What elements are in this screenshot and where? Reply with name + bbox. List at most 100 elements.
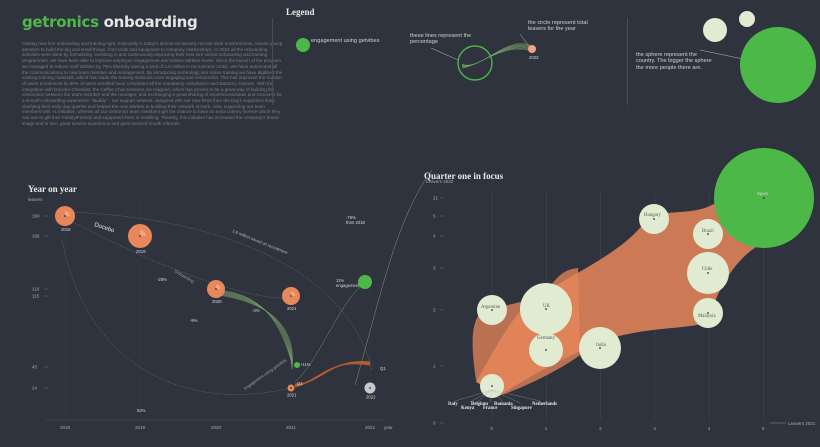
yoy-ytick: 45 [32, 365, 38, 370]
qof-xtick: 1 [545, 426, 548, 431]
qof-country-center [545, 349, 547, 351]
intro-text: Getting new hire onboarding and training… [22, 41, 283, 126]
yoy-annotation: engagement using getvibes [243, 357, 288, 390]
qof-country-label: Germany [537, 336, 555, 341]
qof-country-label: Belgium [471, 402, 488, 407]
qof-country-center [545, 308, 547, 310]
legend-sphere-small [739, 11, 755, 27]
legend-percentage-line [461, 47, 531, 68]
yoy-engagement-arc [61, 239, 291, 395]
qof-xtick: 4 [708, 426, 711, 431]
yoy-xtick: 2021 [286, 425, 297, 430]
yoy-point-center [290, 387, 292, 389]
yoy-xtick: 2019 [135, 425, 146, 430]
yoy-ytick: 119 [32, 287, 40, 292]
qof-label-leaders [454, 389, 541, 404]
qof-country-label: Brazil [702, 229, 714, 234]
qof-country-label: Kenya [461, 406, 475, 411]
qof-country-center [763, 197, 765, 199]
yoy-annotation-line: Onboarding [174, 269, 196, 285]
qof-country-center [707, 312, 709, 314]
yoy-ytick: 115 [32, 294, 40, 299]
qof-country-center [707, 233, 709, 235]
qof-ytick: 2 [433, 308, 436, 313]
qof-country-label: UK [543, 304, 550, 309]
qof-country-label: India [596, 343, 607, 348]
qof-ytick: 5 [433, 214, 436, 219]
yoy-point-label: 2021 [287, 306, 297, 311]
legend-percentage-line [461, 46, 531, 67]
qof-country-center [599, 347, 601, 349]
yoy-point-label: 2018 [61, 227, 71, 232]
year-on-year-title: Year on year [28, 184, 77, 194]
app-title: getronics onboarding [22, 13, 198, 31]
qof-country-center [491, 309, 493, 311]
qof-country-label: Spain [757, 191, 769, 196]
qof-ytick: 4 [433, 234, 436, 239]
legend-engagement-label: engagement using getvibes [311, 38, 380, 44]
legend-percentage-ring [457, 45, 493, 81]
yoy-annotation-line: +11% [300, 362, 311, 367]
brand-prefix: getronics [22, 13, 99, 31]
qof-xtick: 5 [762, 426, 765, 431]
qof-country-label: Singapore [511, 406, 532, 411]
yoy-trend-line [61, 215, 290, 299]
legend-panel [272, 18, 628, 105]
yoy-quarter-label: Q1 [297, 381, 303, 386]
legend-engagement-dot [296, 38, 310, 52]
qof-country-label: Chile [702, 267, 712, 272]
yoy-annotation: Docebo [93, 222, 115, 234]
yoy-percentage-line [214, 289, 293, 365]
yoy-annotation-line: engagement using getvibes [243, 357, 288, 390]
yoy-annotation: 11% engagement [336, 278, 360, 288]
yoy-engagement-dot [294, 362, 300, 368]
yoy-quarter-label: Q1 [380, 366, 386, 371]
yoy-ytick: 24 [32, 386, 38, 391]
yoy-percentage-line [214, 293, 293, 369]
yoy-engagement-dot [358, 275, 372, 289]
legend-percentage-line [461, 48, 531, 69]
yoy-point-center [369, 387, 371, 389]
qof-ytick: 1 [433, 364, 436, 369]
qof-xtick: 2 [599, 426, 602, 431]
qof-country-label: Hungary [644, 213, 661, 218]
yoy-xtick: 2018 [60, 425, 71, 430]
legend-sphere-small [703, 18, 727, 42]
legend-sphere-large [740, 27, 816, 103]
yoy-annotation-line: -76% [346, 215, 356, 220]
qof-ytick: 3 [433, 266, 436, 271]
yoy-annotation-line: from 2018 [346, 220, 366, 225]
yoy-quarter-slice [140, 230, 146, 236]
legend-leavers-circle [528, 45, 536, 53]
brand-suffix: onboarding [98, 13, 198, 31]
yoy-point-label: 2019 [136, 249, 146, 254]
qof-country-label: Malaysia [698, 314, 716, 319]
yoy-xtick: 2020 [211, 425, 222, 430]
qof-ytick: 21 [433, 196, 439, 201]
legend-lines-label: these lines represent the percentage [410, 33, 472, 46]
yoy-ytick: 190 [32, 214, 40, 219]
yoy-quarter-slice [291, 291, 296, 296]
qof-xtick: 0 [491, 426, 494, 431]
qof-country-center [491, 385, 493, 387]
yoy-percentage-line [214, 290, 293, 366]
yoy-annotation: 2,8 million saved on recruitment [232, 228, 289, 255]
yoy-annotation-line: 52% [137, 408, 146, 413]
yoy-ylabel: leavers [28, 197, 43, 202]
yoy-annotation: -28% [157, 277, 167, 282]
qof-country-label: Italy [448, 402, 458, 407]
qof-country-label: France [483, 406, 497, 411]
yoy-annotation: -9% [190, 318, 198, 323]
legend-title: Legend [286, 7, 315, 17]
yoy-annotation-line: 2,8 million saved on recruitment [232, 228, 289, 255]
qof-country-label: Romania [494, 402, 513, 407]
legend-graphics: 2022 [296, 11, 816, 103]
yoy-annotation: Onboarding [174, 269, 196, 285]
yoy-annotation-line: -9% [190, 318, 198, 323]
yoy-xlabel: year [384, 425, 393, 430]
yoy-arc [61, 211, 373, 371]
yoy-point-label: 2021 [287, 393, 297, 398]
yoy-annotation: -76% from 2018 [346, 215, 366, 225]
yoy-annotation: -3% [252, 308, 260, 313]
